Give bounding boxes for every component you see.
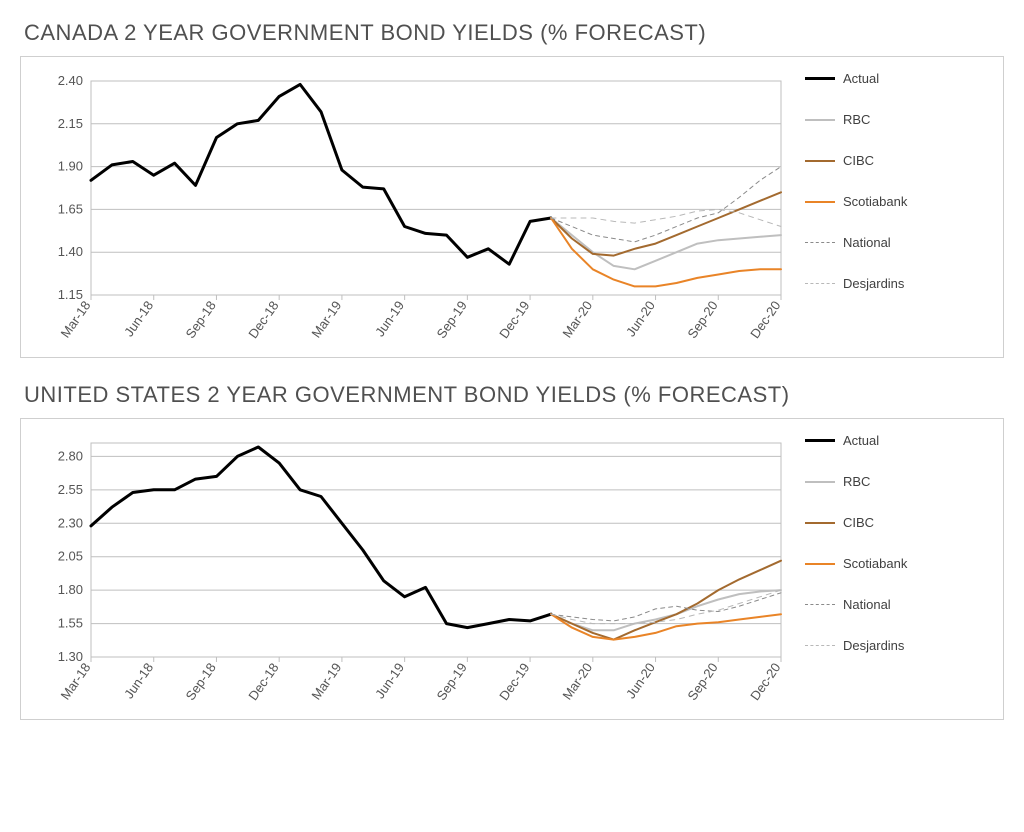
legend-label: Actual <box>843 71 879 86</box>
legend-swatch <box>805 522 835 524</box>
y-tick-label: 2.80 <box>58 448 83 463</box>
legend-item: Scotiabank <box>805 556 945 571</box>
x-tick-label: Jun-20 <box>623 298 658 339</box>
legend-swatch <box>805 77 835 80</box>
series-line <box>91 84 551 264</box>
y-tick-label: 1.40 <box>58 244 83 259</box>
chart-legend: Actual RBC CIBC Scotiabank National Desjardin… <box>791 71 945 351</box>
legend-swatch <box>805 283 835 284</box>
legend-item: Desjardins <box>805 638 945 653</box>
legend-label: National <box>843 597 891 612</box>
legend-swatch <box>805 160 835 162</box>
x-tick-label: Mar-19 <box>308 660 344 702</box>
legend-label: Actual <box>843 433 879 448</box>
legend-item: CIBC <box>805 515 945 530</box>
x-tick-label: Dec-19 <box>496 660 532 703</box>
legend-item: RBC <box>805 112 945 127</box>
x-tick-label: Mar-18 <box>58 298 94 340</box>
legend-label: RBC <box>843 474 870 489</box>
x-tick-label: Jun-20 <box>623 660 658 701</box>
x-tick-label: Jun-18 <box>121 660 156 701</box>
chart-plot: 1.151.401.651.902.152.40Mar-18Jun-18Sep-… <box>31 71 791 351</box>
x-tick-label: Sep-20 <box>684 298 720 341</box>
legend-label: Desjardins <box>843 638 904 653</box>
legend-label: CIBC <box>843 153 874 168</box>
chart-title: UNITED STATES 2 YEAR GOVERNMENT BOND YIE… <box>24 382 1004 408</box>
chart-title: CANADA 2 YEAR GOVERNMENT BOND YIELDS (% … <box>24 20 1004 46</box>
chart-legend: Actual RBC CIBC Scotiabank National Desjardin… <box>791 433 945 713</box>
x-tick-label: Mar-18 <box>58 660 94 702</box>
legend-item: Scotiabank <box>805 194 945 209</box>
legend-item: CIBC <box>805 153 945 168</box>
legend-label: Scotiabank <box>843 194 907 209</box>
y-tick-label: 1.55 <box>58 616 83 631</box>
chart-plot: 1.301.551.802.052.302.552.80Mar-18Jun-18… <box>31 433 791 713</box>
legend-swatch <box>805 645 835 646</box>
y-tick-label: 2.15 <box>58 116 83 131</box>
legend-swatch <box>805 201 835 203</box>
y-tick-label: 1.90 <box>58 159 83 174</box>
y-tick-label: 2.40 <box>58 73 83 88</box>
x-tick-label: Dec-20 <box>747 660 783 703</box>
legend-swatch <box>805 563 835 565</box>
legend-swatch <box>805 481 835 483</box>
x-tick-label: Sep-18 <box>183 298 219 341</box>
legend-item: Desjardins <box>805 276 945 291</box>
x-tick-label: Mar-20 <box>559 298 595 340</box>
chart-container: 1.301.551.802.052.302.552.80Mar-18Jun-18… <box>20 418 1004 720</box>
x-tick-label: Dec-18 <box>245 298 281 341</box>
legend-item: National <box>805 235 945 250</box>
legend-item: National <box>805 597 945 612</box>
y-tick-label: 1.65 <box>58 201 83 216</box>
legend-swatch <box>805 119 835 121</box>
x-tick-label: Dec-18 <box>245 660 281 703</box>
x-tick-label: Jun-19 <box>372 660 407 701</box>
x-tick-label: Jun-19 <box>372 298 407 339</box>
x-tick-label: Mar-20 <box>559 660 595 702</box>
legend-item: Actual <box>805 71 945 86</box>
legend-swatch <box>805 604 835 605</box>
legend-item: Actual <box>805 433 945 448</box>
x-tick-label: Jun-18 <box>121 298 156 339</box>
x-tick-label: Sep-18 <box>183 660 219 703</box>
series-line <box>551 167 781 242</box>
series-line <box>551 590 781 630</box>
x-tick-label: Mar-19 <box>308 298 344 340</box>
x-tick-label: Sep-19 <box>433 298 469 341</box>
legend-item: RBC <box>805 474 945 489</box>
legend-label: RBC <box>843 112 870 127</box>
y-tick-label: 2.30 <box>58 515 83 530</box>
legend-swatch <box>805 439 835 442</box>
x-tick-label: Sep-19 <box>433 660 469 703</box>
series-line <box>91 447 551 628</box>
chart-container: 1.151.401.651.902.152.40Mar-18Jun-18Sep-… <box>20 56 1004 358</box>
y-tick-label: 1.80 <box>58 582 83 597</box>
legend-label: CIBC <box>843 515 874 530</box>
legend-label: Scotiabank <box>843 556 907 571</box>
legend-label: Desjardins <box>843 276 904 291</box>
legend-label: National <box>843 235 891 250</box>
y-tick-label: 2.05 <box>58 549 83 564</box>
legend-swatch <box>805 242 835 243</box>
x-tick-label: Dec-19 <box>496 298 532 341</box>
x-tick-label: Sep-20 <box>684 660 720 703</box>
y-tick-label: 2.55 <box>58 482 83 497</box>
x-tick-label: Dec-20 <box>747 298 783 341</box>
series-line <box>551 209 781 226</box>
